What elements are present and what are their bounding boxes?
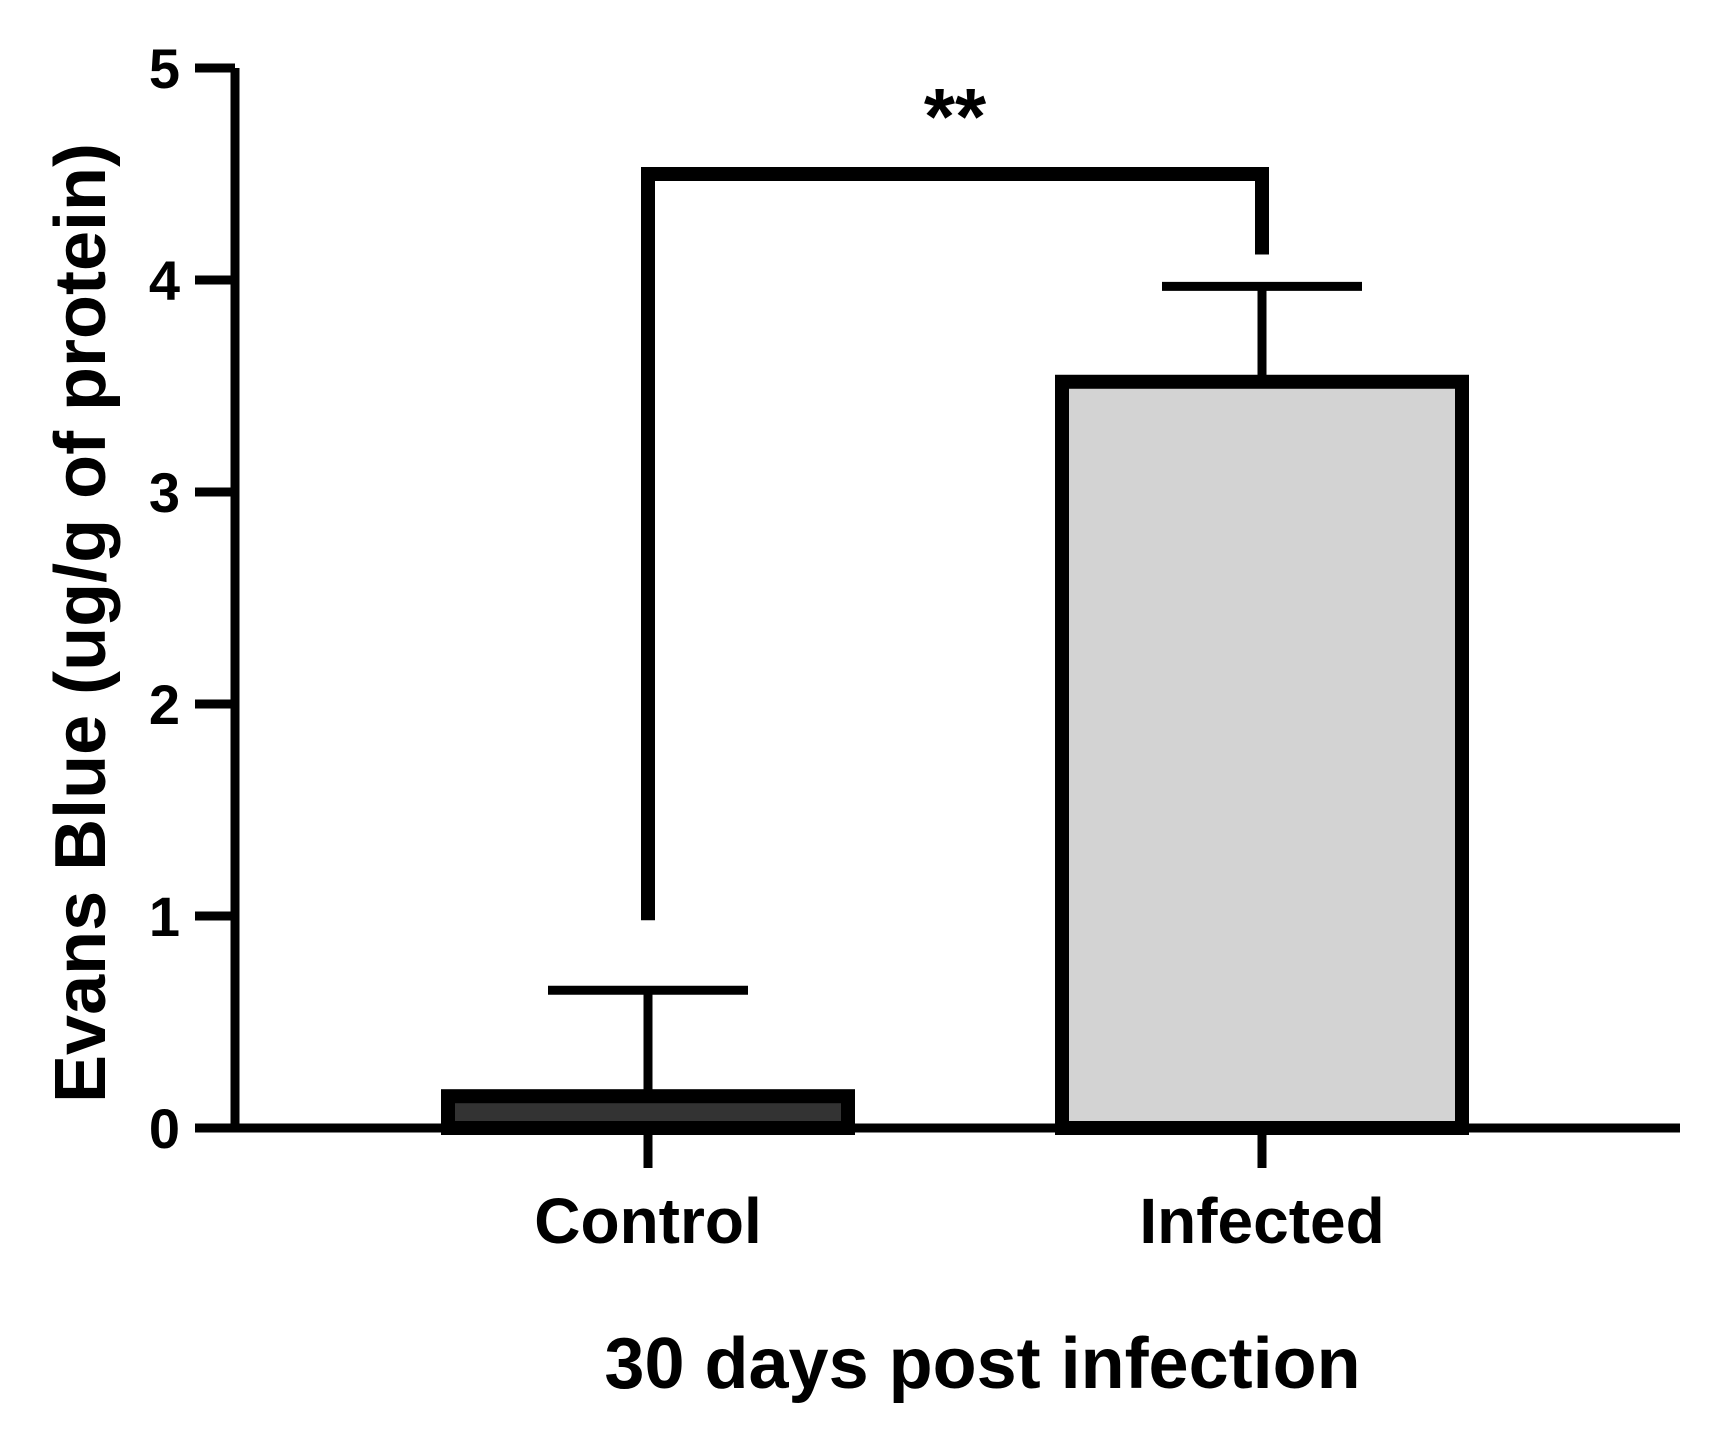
y-axis-ticks: 0 1 2 3 4 5 xyxy=(149,37,235,1160)
bars xyxy=(441,374,1469,1135)
significance-bracket xyxy=(641,167,1269,921)
y-tick-label-2: 2 xyxy=(149,673,180,736)
x-axis-title: 30 days post infection xyxy=(604,1324,1360,1404)
x-tick-label-infected: Infected xyxy=(1139,1185,1384,1257)
axes xyxy=(230,68,1680,1168)
significance-label: ** xyxy=(924,72,987,161)
y-tick-label-3: 3 xyxy=(149,461,180,524)
error-bars xyxy=(548,281,1362,1097)
y-tick-label-4: 4 xyxy=(149,249,180,312)
significance-bracket-line xyxy=(641,167,1269,921)
y-axis-title: Evans Blue (ug/g of protein) xyxy=(41,143,121,1103)
y-tick-label-5: 5 xyxy=(149,37,180,100)
bar-infected xyxy=(1055,374,1469,1135)
bar-control xyxy=(441,1089,855,1135)
y-tick-label-1: 1 xyxy=(149,885,180,948)
x-tick-label-control: Control xyxy=(534,1185,762,1257)
y-tick-label-0: 0 xyxy=(149,1097,180,1160)
category-labels: Control Infected xyxy=(534,1185,1384,1257)
